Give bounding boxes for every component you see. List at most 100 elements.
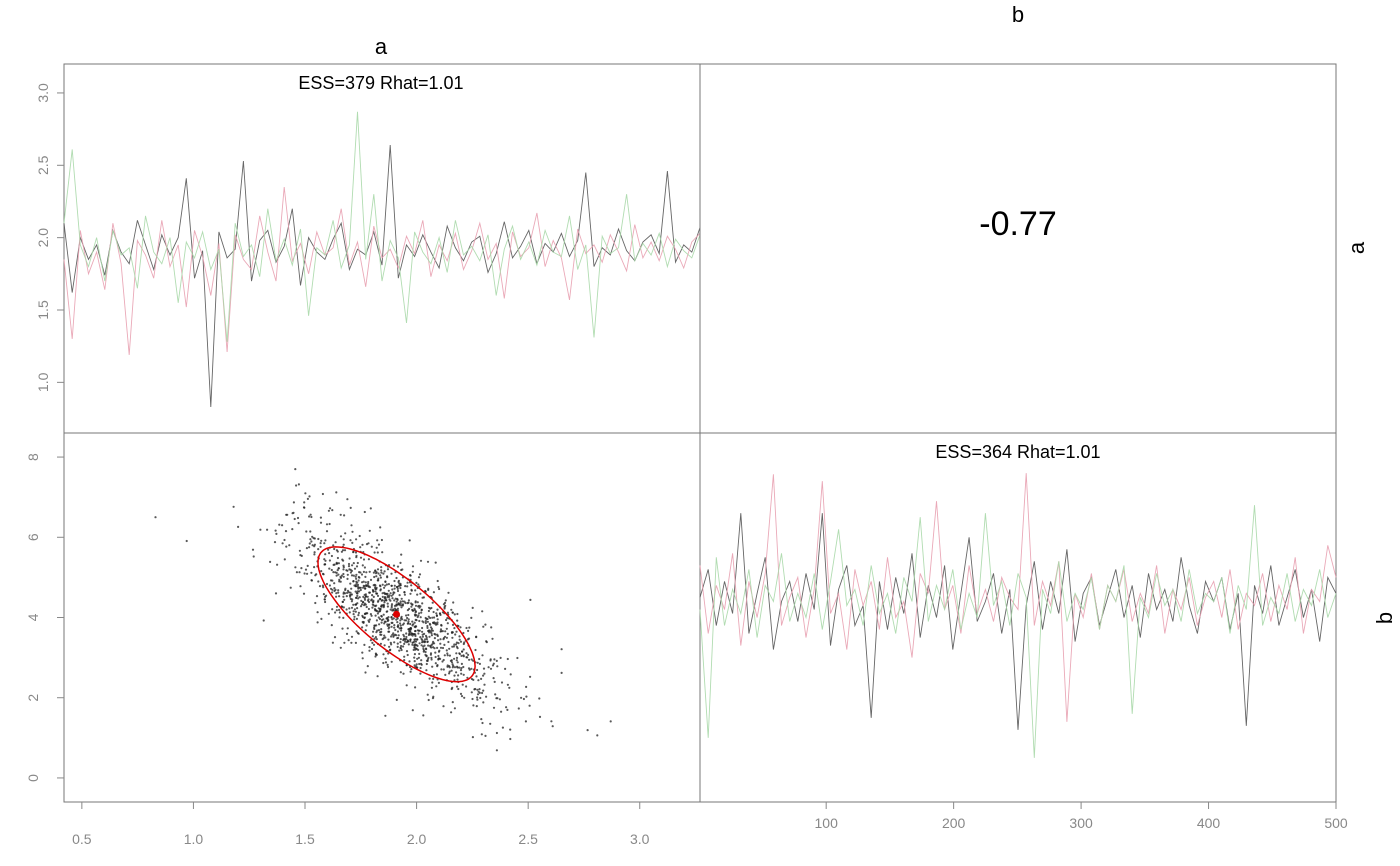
scatter-point (429, 623, 432, 626)
scatter-point (409, 670, 412, 673)
scatter-point (409, 638, 412, 641)
scatter-point (446, 654, 449, 657)
scatter-point (345, 608, 348, 611)
scatter-point (379, 631, 382, 634)
scatter-point (285, 545, 288, 548)
scatter-point (421, 635, 424, 638)
scatter-point (352, 603, 355, 606)
scatter-point (368, 649, 371, 652)
scatter-point (403, 659, 406, 662)
scatter-point (343, 598, 346, 601)
trace-lines (63, 111, 701, 408)
scatter-point (470, 677, 473, 681)
scatter-point (425, 662, 428, 666)
scatter-point (341, 549, 345, 552)
scatter-point (487, 666, 490, 669)
scatter-point (485, 641, 488, 644)
scatter-point (400, 644, 403, 648)
scatter-point (352, 551, 355, 554)
scatter-point (418, 652, 421, 656)
x-tick-label: 1.0 (184, 831, 204, 847)
scatter-point (396, 565, 400, 568)
scatter-point (408, 607, 411, 611)
scatter-point (393, 584, 396, 587)
scatter-point (457, 674, 460, 677)
scatter-point (314, 601, 317, 605)
scatter-point (458, 638, 461, 641)
scatter-point (364, 575, 367, 579)
scatter-point (524, 720, 528, 723)
scatter-point (296, 516, 300, 520)
scatter-point (361, 601, 365, 604)
scatter-point (390, 625, 393, 628)
scatter-point (400, 629, 403, 632)
scatter-point (418, 662, 421, 666)
scatter-point (416, 601, 419, 604)
scatter-point (465, 652, 468, 655)
scatter-point (452, 645, 455, 648)
scatter-point (313, 566, 316, 569)
scatter-point (395, 618, 398, 621)
scatter-point (331, 591, 334, 594)
scatter-point (471, 736, 474, 739)
scatter-point (341, 600, 344, 604)
scatter-point (398, 594, 401, 597)
scatter-point (378, 617, 382, 621)
panel-correlation: -0.77 (699, 63, 1337, 434)
scatter-point (460, 695, 464, 698)
scatter-point (328, 552, 331, 555)
scatter-point (436, 646, 439, 650)
scatter-point (337, 567, 340, 570)
scatter-point (320, 617, 323, 621)
scatter-point (320, 570, 323, 573)
scatter-point (328, 559, 331, 562)
scatter-point (392, 564, 396, 567)
x-tick-label: 300 (1069, 815, 1093, 831)
scatter-point (328, 584, 331, 587)
scatter-point (458, 652, 461, 656)
scatter-point (384, 598, 388, 602)
scatter-points (154, 468, 612, 752)
trace-lines (699, 473, 1337, 758)
scatter-point (333, 563, 336, 566)
scatter-point (414, 648, 417, 651)
scatter-point (358, 534, 361, 538)
scatter-point (478, 657, 481, 661)
scatter-point (399, 646, 402, 650)
scatter-point (368, 591, 371, 594)
scatter-point (506, 683, 509, 686)
scatter-point (390, 635, 393, 638)
scatter-point (252, 555, 255, 558)
scatter-point (385, 583, 388, 586)
scatter-point (456, 678, 459, 681)
scatter-point (343, 641, 346, 644)
y-tick-label: 6 (25, 533, 41, 541)
scatter-point (334, 611, 337, 614)
scatter-point (420, 663, 423, 666)
scatter-point (461, 650, 464, 653)
scatter-point (431, 665, 434, 668)
scatter-point (323, 563, 326, 566)
scatter-point (376, 675, 379, 678)
scatter-point (374, 636, 377, 639)
scatter-point (399, 604, 402, 607)
scatter-point (460, 672, 463, 675)
mean-point (393, 610, 401, 618)
trace-series-1 (63, 144, 701, 408)
scatter-point (364, 603, 367, 606)
scatter-point (476, 688, 479, 691)
scatter-point (370, 614, 373, 617)
scatter-point (451, 631, 454, 634)
scatter-point (375, 546, 378, 549)
scatter-point (425, 618, 428, 621)
scatter-point (390, 660, 393, 663)
scatter-point (354, 584, 357, 588)
scatter-point (414, 630, 417, 633)
scatter-point (405, 614, 408, 617)
scatter-point (462, 631, 465, 635)
scatter-point (453, 707, 456, 710)
scatter-point (335, 609, 338, 612)
scatter-point (453, 613, 456, 616)
scatter-point (330, 568, 333, 572)
scatter-point (384, 620, 387, 623)
